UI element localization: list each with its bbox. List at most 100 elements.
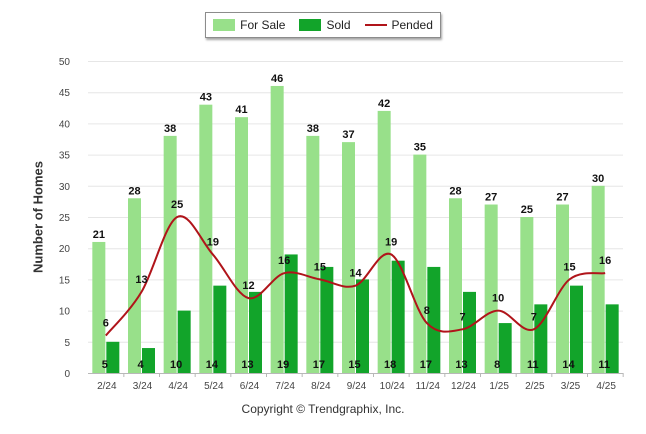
bar-for-sale [484, 204, 498, 373]
data-label-pended: 6 [103, 318, 109, 330]
legend-label-for-sale: For Sale [240, 18, 286, 32]
y-tick-label: 50 [59, 57, 71, 68]
data-label-sold: 17 [420, 359, 432, 371]
data-label-for-sale: 43 [200, 92, 212, 104]
x-tick-label: 10/24 [380, 381, 405, 392]
bar-sold [498, 323, 512, 373]
x-tick-label: 3/25 [561, 381, 581, 392]
legend-swatch-for-sale [213, 19, 236, 31]
data-label-sold: 11 [598, 359, 610, 371]
bar-sold [427, 266, 441, 373]
y-tick-label: 5 [64, 338, 70, 349]
legend-item-for-sale[interactable]: For Sale [213, 18, 285, 32]
x-tick-label: 11/24 [416, 381, 441, 392]
data-label-pended: 16 [278, 255, 290, 267]
data-label-sold: 13 [455, 359, 467, 371]
y-tick-label: 0 [64, 369, 70, 380]
bar-for-sale [520, 217, 534, 373]
data-label-for-sale: 27 [485, 192, 497, 204]
data-label-sold: 11 [527, 359, 539, 371]
x-tick-label: 4/24 [168, 381, 188, 392]
bar-sold [534, 304, 548, 373]
x-tick-label: 4/25 [596, 381, 616, 392]
bar-sold [106, 341, 120, 373]
data-label-pended: 19 [207, 236, 219, 248]
data-label-pended: 15 [314, 261, 326, 273]
bar-for-sale [449, 198, 462, 373]
data-label-sold: 14 [206, 359, 219, 371]
bar-sold [605, 304, 619, 373]
x-tick-label: 2/25 [525, 381, 545, 392]
bar-sold [249, 291, 262, 373]
copyright-text: Copyright © Trendgraphix, Inc. [241, 402, 405, 416]
bar-sold [391, 260, 405, 373]
data-label-for-sale: 30 [592, 173, 604, 185]
data-label-pended: 7 [531, 311, 537, 323]
data-label-sold: 5 [102, 359, 108, 371]
legend-swatch-pended [364, 24, 387, 26]
pended-line [105, 215, 606, 337]
data-label-pended: 7 [459, 311, 465, 323]
legend-label-pended: Pended [391, 18, 433, 32]
y-tick-label: 20 [59, 244, 71, 255]
bar-for-sale [377, 110, 391, 374]
x-tick-label: 12/24 [451, 381, 476, 392]
y-tick-label: 10 [59, 307, 71, 318]
bar-for-sale [92, 241, 106, 373]
bar-sold [570, 285, 583, 373]
bar-for-sale [413, 154, 427, 373]
bar-sold [142, 348, 155, 373]
x-tick-label: 1/25 [489, 381, 509, 392]
data-label-for-sale: 28 [128, 185, 140, 197]
data-label-for-sale: 21 [93, 229, 105, 241]
x-tick-label: 2/24 [97, 381, 117, 392]
legend: For Sale Sold Pended [205, 12, 441, 38]
data-label-for-sale: 28 [449, 185, 461, 197]
bar-for-sale [306, 135, 320, 373]
y-axis-title: Number of Homes [30, 161, 46, 273]
data-label-sold: 17 [313, 359, 325, 371]
legend-swatch-sold [299, 19, 322, 31]
bar-sold [463, 291, 476, 373]
legend-item-sold[interactable]: Sold [299, 18, 351, 32]
x-tick-label: 7/24 [275, 381, 295, 392]
data-label-pended: 16 [599, 255, 611, 267]
x-tick-label: 9/24 [347, 381, 367, 392]
bar-for-sale [235, 117, 248, 373]
data-label-for-sale: 27 [556, 192, 568, 204]
legend-item-pended[interactable]: Pended [364, 18, 433, 32]
bar-for-sale [128, 198, 141, 373]
y-tick-label: 30 [59, 182, 71, 193]
y-tick-label: 45 [59, 88, 71, 99]
legend-label-sold: Sold [326, 18, 351, 32]
data-label-for-sale: 42 [378, 98, 390, 110]
data-label-pended: 13 [135, 274, 147, 286]
data-label-pended: 12 [242, 280, 254, 292]
y-tick-label: 40 [59, 119, 71, 130]
bar-for-sale [270, 85, 284, 374]
bar-for-sale [163, 135, 177, 373]
x-tick-label: 5/24 [204, 381, 224, 392]
bar-for-sale [342, 142, 355, 373]
data-label-for-sale: 38 [307, 123, 319, 135]
bar-sold [213, 285, 227, 373]
bar-for-sale [591, 185, 605, 373]
x-tick-label: 8/24 [311, 381, 331, 392]
data-label-for-sale: 25 [521, 204, 533, 216]
data-label-for-sale: 35 [414, 142, 426, 154]
data-label-pended: 8 [424, 305, 430, 317]
bar-for-sale [199, 104, 213, 374]
data-label-pended: 15 [563, 261, 575, 273]
data-label-sold: 18 [384, 359, 396, 371]
bar-sold [320, 266, 334, 373]
bar-sold [177, 310, 191, 373]
data-label-pended: 25 [171, 199, 183, 211]
data-label-sold: 15 [348, 359, 360, 371]
data-label-sold: 4 [137, 359, 144, 371]
y-tick-label: 15 [59, 275, 71, 286]
data-label-for-sale: 38 [164, 123, 176, 135]
data-label-for-sale: 41 [235, 104, 247, 116]
y-tick-label: 35 [59, 151, 71, 162]
